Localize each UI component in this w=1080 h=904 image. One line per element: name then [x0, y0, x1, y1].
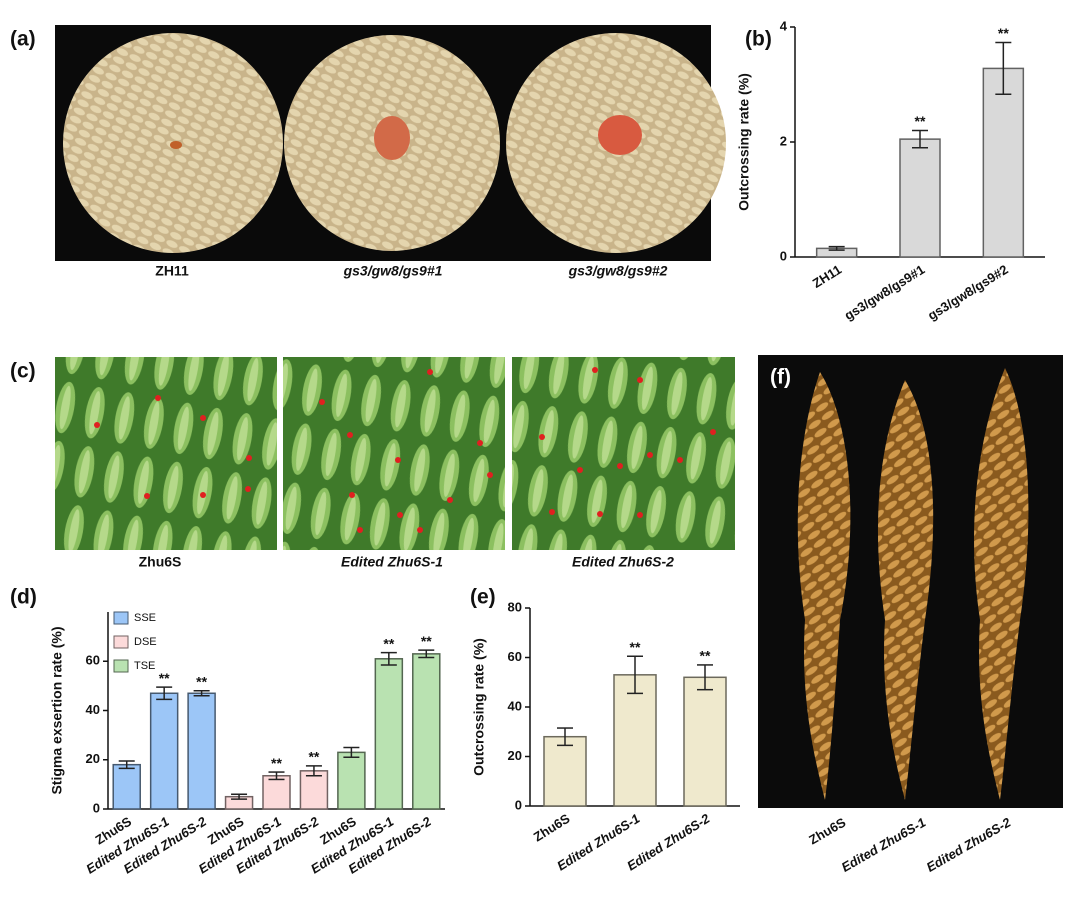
- y-tick-label: 0: [93, 800, 100, 815]
- bar: [187, 692, 216, 810]
- y-tick-label: 2: [780, 133, 787, 148]
- caption: ZH11: [155, 263, 189, 279]
- y-tick-label: 4: [780, 18, 788, 33]
- caption: Edited Zhu6S-1: [839, 815, 928, 875]
- caption: Zhu6S: [806, 814, 848, 847]
- y-tick-label: 40: [86, 702, 100, 717]
- x-tick-label: Zhu6S: [531, 811, 573, 845]
- y-axis-label: Stigma exsertion rate (%): [49, 626, 65, 794]
- bar: [112, 763, 141, 810]
- bar: [262, 775, 291, 810]
- significance: **: [630, 639, 641, 655]
- legend-label: SSE: [134, 612, 156, 624]
- y-tick-label: 60: [86, 653, 100, 668]
- y-axis-label: Outcrossing rate (%): [736, 73, 752, 211]
- significance: **: [271, 755, 282, 771]
- caption: Zhu6S: [139, 554, 182, 570]
- panel-label: (f): [770, 366, 791, 389]
- legend-swatch: [113, 611, 129, 625]
- significance: **: [421, 633, 432, 649]
- photo-c: [55, 357, 735, 550]
- bar: [412, 653, 441, 810]
- significance: **: [159, 670, 170, 686]
- y-tick-label: 60: [508, 649, 522, 664]
- significance: **: [915, 113, 926, 129]
- significance: **: [196, 674, 207, 690]
- caption: Edited Zhu6S-2: [572, 554, 674, 570]
- caption: Edited Zhu6S-2: [924, 814, 1014, 875]
- bar: [374, 658, 404, 810]
- y-tick-label: 0: [515, 797, 522, 812]
- y-tick-label: 40: [508, 698, 522, 713]
- significance: **: [700, 648, 711, 664]
- caption: gs3/gw8/gs9#1: [343, 263, 443, 279]
- y-tick-label: 20: [508, 748, 522, 763]
- bar: [683, 676, 727, 807]
- significance: **: [308, 749, 319, 765]
- photo-f: [758, 355, 1063, 808]
- bar: [299, 770, 329, 810]
- significance: **: [383, 635, 394, 651]
- x-tick-label: gs3/gw8/gs9#1: [842, 262, 928, 323]
- y-tick-label: 0: [780, 248, 787, 263]
- panel-label: (c): [10, 360, 36, 383]
- legend-swatch: [113, 659, 129, 673]
- bar: [899, 138, 941, 258]
- panel-label: (a): [10, 28, 36, 51]
- caption: Edited Zhu6S-1: [341, 554, 443, 570]
- bar: [613, 674, 657, 807]
- legend-label: DSE: [134, 636, 157, 648]
- bar: [982, 67, 1025, 258]
- legend-label: TSE: [134, 660, 155, 672]
- photo-a: [55, 25, 726, 261]
- bar: [149, 692, 179, 810]
- y-tick-label: 80: [508, 599, 522, 614]
- significance: **: [998, 25, 1009, 41]
- bar: [543, 735, 587, 807]
- panel-label: (e): [470, 586, 496, 609]
- x-tick-label: gs3/gw8/gs9#2: [925, 262, 1011, 323]
- y-tick-label: 20: [86, 751, 100, 766]
- caption: gs3/gw8/gs9#2: [568, 263, 668, 279]
- legend-swatch: [113, 635, 129, 649]
- y-axis-label: Outcrossing rate (%): [471, 638, 487, 776]
- x-tick-label: ZH11: [810, 262, 844, 291]
- panel-label: (d): [10, 586, 37, 609]
- panel-label: (b): [745, 28, 772, 51]
- bar: [337, 751, 366, 810]
